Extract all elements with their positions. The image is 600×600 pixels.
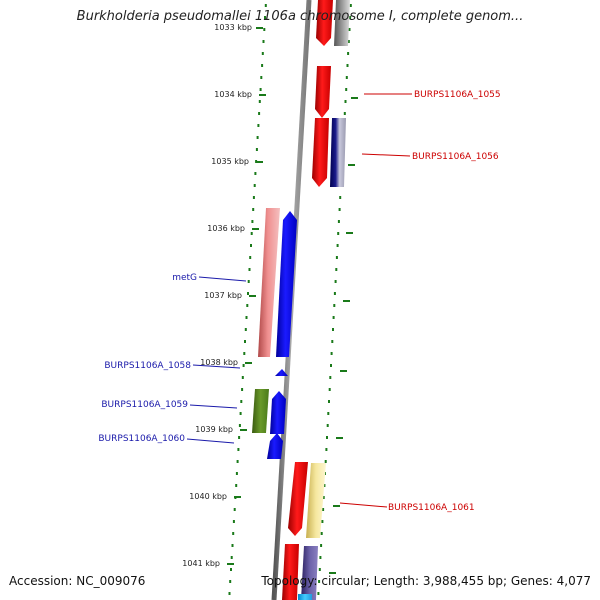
ruler-tick — [333, 505, 340, 507]
gene-features — [252, 0, 350, 600]
gene-1061-yellow-feature[interactable] — [306, 463, 326, 538]
gene-metG-feature[interactable] — [276, 211, 297, 357]
ruler-tick — [351, 97, 358, 99]
gene-1061-red-feature[interactable] — [288, 462, 308, 536]
ruler-label-1035: 1035 kbp — [211, 157, 249, 166]
gene-label-1055[interactable]: BURPS1106A_1055 — [414, 90, 501, 100]
ruler-tick — [329, 572, 336, 574]
gene-1059-feature[interactable] — [270, 391, 286, 434]
ruler-tick — [256, 161, 263, 163]
gene-1058-feature[interactable] — [275, 369, 288, 376]
ruler-tick — [259, 94, 266, 96]
gene-label-1061[interactable]: BURPS1106A_1061 — [388, 503, 475, 513]
ruler-tick — [227, 563, 234, 565]
gene-olive-feature[interactable] — [252, 389, 269, 433]
ruler-label-1034: 1034 kbp — [214, 90, 252, 99]
gene-pink-feature[interactable] — [258, 208, 280, 357]
ruler-labels: 1033 kbp 1034 kbp 1035 kbp 1036 kbp 1037… — [182, 23, 252, 568]
gene-label-1058[interactable]: BURPS1106A_1058 — [104, 361, 191, 371]
ruler-ticks — [227, 27, 358, 574]
map-title: Burkholderia pseudomallei 1106a chromoso… — [76, 9, 524, 24]
gene-bottom-slate-feature[interactable] — [301, 546, 318, 600]
ruler-label-1038: 1038 kbp — [200, 358, 238, 367]
gene-label-1059[interactable]: BURPS1106A_1059 — [101, 400, 188, 410]
ruler-tick — [256, 27, 263, 29]
ruler-tick — [348, 164, 355, 166]
topology-text: Topology: circular; Length: 3,988,455 bp… — [261, 574, 591, 588]
ruler-tick — [252, 228, 259, 230]
gene-bottom-cyan-feature[interactable] — [298, 594, 312, 600]
ruler-tick — [245, 362, 252, 364]
ruler-label-1036: 1036 kbp — [207, 224, 245, 233]
gene-1055-feature[interactable] — [315, 66, 331, 118]
gene-1056-red-feature[interactable] — [312, 118, 329, 187]
gene-label-1056[interactable]: BURPS1106A_1056 — [412, 152, 499, 162]
ruler-label-1033: 1033 kbp — [214, 23, 252, 32]
leader-line-1056 — [361, 153, 411, 157]
leader-line-1060 — [186, 438, 235, 444]
ruler-tick — [340, 370, 347, 372]
leader-line-1059 — [189, 404, 238, 409]
ruler-tick — [343, 300, 350, 302]
ruler-label-1039: 1039 kbp — [195, 425, 233, 434]
gene-label-1060[interactable]: BURPS1106A_1060 — [98, 434, 185, 444]
gene-1056-navy-feature[interactable] — [330, 118, 346, 187]
leader-line-1061 — [339, 502, 388, 508]
ruler-tick — [346, 232, 353, 234]
ruler-tick — [234, 496, 241, 498]
gene-label-metG[interactable]: metG — [172, 273, 197, 283]
gene-top-red-feature[interactable] — [316, 0, 333, 46]
leader-line-metG — [198, 276, 247, 282]
gene-labels: BURPS1106A_1055 BURPS1106A_1056 metG BUR… — [98, 90, 500, 513]
gene-1060-feature[interactable] — [267, 433, 283, 459]
leader-line-1058 — [192, 364, 241, 369]
ruler-label-1041: 1041 kbp — [182, 559, 220, 568]
gene-top-gray-feature[interactable] — [334, 0, 350, 46]
ruler-tick — [249, 295, 256, 297]
ruler-tick — [336, 437, 343, 439]
accession-text: Accession: NC_009076 — [9, 574, 146, 588]
ruler-label-1040: 1040 kbp — [189, 492, 227, 501]
gene-bottom-red-feature[interactable] — [282, 544, 299, 600]
label-leader-lines — [186, 93, 412, 508]
ruler-tick — [240, 429, 247, 431]
ruler-label-1037: 1037 kbp — [204, 291, 242, 300]
